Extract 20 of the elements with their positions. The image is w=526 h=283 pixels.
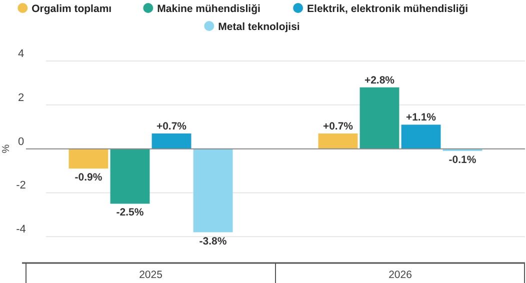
legend-label: Makine mühendisliği (157, 3, 260, 15)
y-tick-label: -4 (16, 224, 26, 236)
legend-label: Elektrik, elektronik mühendisliği (307, 3, 468, 15)
data-label: +0.7% (156, 120, 188, 132)
x-tick-label: 2026 (388, 269, 412, 281)
data-label: -2.5% (116, 206, 144, 219)
y-tick-label: 4 (18, 48, 24, 60)
y-tick-label: 2 (18, 92, 24, 104)
data-label: +1.1% (406, 112, 437, 124)
data-label: -3.8% (199, 235, 228, 248)
y-tick-label: 0 (18, 136, 24, 148)
data-label: +2.8% (364, 74, 396, 86)
y-axis-title: % (1, 144, 12, 154)
data-label: -0.9% (74, 172, 103, 184)
legend-label: Orgalim toplamı (32, 3, 112, 15)
x-tick-label: 2025 (139, 269, 163, 281)
data-label: +0.7% (322, 120, 354, 132)
data-label: -0.1% (448, 154, 477, 166)
y-tick-label: -2 (16, 180, 26, 192)
legend-label: Metal teknolojisi (218, 21, 300, 33)
